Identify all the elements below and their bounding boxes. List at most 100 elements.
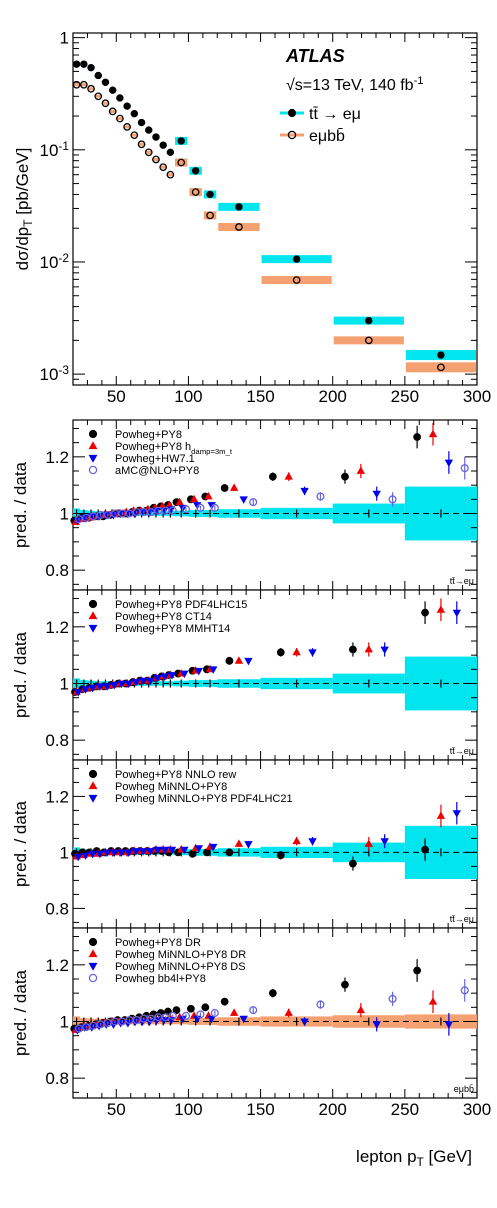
data-point: [194, 667, 204, 676]
y-tick-label: 1: [60, 505, 69, 524]
data-point: [108, 86, 117, 94]
data-point: [437, 351, 445, 359]
data-point: [292, 647, 301, 656]
data-point: [234, 839, 244, 847]
data-point: [95, 683, 105, 691]
data-point: [229, 1008, 239, 1016]
data-point: [276, 851, 285, 860]
data-point: [175, 497, 184, 506]
data-point: [108, 107, 117, 116]
data-point: [94, 92, 103, 101]
data-point: [284, 472, 293, 480]
bin-band: [333, 336, 404, 345]
data-point: [138, 848, 148, 856]
data-point: [73, 689, 83, 697]
bin-band: [203, 211, 217, 220]
data-point: [235, 223, 243, 231]
legend-marker: [88, 454, 98, 463]
data-point: [103, 1018, 112, 1027]
data-point: [196, 1010, 205, 1019]
data-point: [356, 466, 366, 474]
data-point: [116, 94, 124, 102]
data-point: [276, 648, 285, 657]
data-point: [452, 609, 461, 618]
data-point: [87, 84, 95, 93]
y-tick-label: 1: [60, 843, 69, 862]
data-point: [82, 513, 91, 522]
series-2: [73, 601, 461, 697]
data-point: [81, 852, 90, 860]
data-point: [177, 158, 186, 167]
data-point: [349, 859, 357, 868]
data-point: [116, 114, 124, 123]
data-point: [235, 203, 243, 211]
data-point: [180, 846, 189, 855]
data-point: [89, 512, 98, 521]
y-tick-label: 1.2: [45, 956, 69, 975]
y-axis-label: dσ/dpT [pb/GeV]: [13, 148, 35, 271]
legend-entry: Powheg+PY8 MMHT14: [115, 623, 230, 635]
data-point: [349, 645, 357, 654]
y-tick-label: 0.8: [45, 561, 69, 580]
data-point: [308, 649, 317, 657]
data-point: [117, 849, 126, 857]
data-point: [168, 1011, 177, 1020]
data-point: [167, 672, 177, 680]
legend-entry: Powheg MiNNLO+PY8 PDF4LHC21: [115, 793, 293, 805]
legend-marker: [88, 611, 98, 620]
y-tick-label: 10-1: [40, 139, 70, 160]
data-point: [428, 429, 438, 438]
data-point: [444, 459, 454, 468]
y-tick-label: 10-3: [40, 363, 70, 384]
legend-marker: [88, 429, 98, 439]
y-tick-label: 0.8: [45, 731, 69, 750]
data-point: [146, 848, 155, 856]
data-point: [249, 498, 258, 507]
data-point: [201, 1003, 210, 1012]
data-point: [87, 63, 95, 72]
data-point: [436, 605, 446, 613]
data-point: [96, 1020, 105, 1029]
data-point: [80, 60, 88, 68]
plot-frame: [72, 32, 478, 386]
legend-marker: [287, 130, 297, 140]
x-tick-label: 200: [319, 387, 347, 406]
data-point: [166, 506, 176, 514]
data-point: [229, 483, 239, 491]
data-point: [209, 666, 218, 674]
x-tick-label: 300: [463, 1100, 491, 1119]
data-point: [177, 137, 185, 145]
y-tick-label: 10-2: [40, 251, 70, 272]
data-point: [130, 131, 139, 140]
legend-marker: [88, 769, 98, 779]
data-point: [300, 1018, 309, 1027]
data-point: [131, 848, 141, 856]
x-tick-label: 50: [107, 1100, 126, 1119]
data-point: [159, 141, 167, 149]
y-tick-label: 1.2: [45, 448, 69, 467]
data-point: [161, 1013, 170, 1022]
bin-band: [189, 188, 202, 197]
data-point: [123, 123, 131, 131]
data-point: [152, 155, 160, 164]
data-point: [341, 472, 349, 481]
y-tick-label: 1: [60, 1013, 69, 1032]
data-point: [364, 336, 373, 345]
data-point: [452, 810, 461, 818]
data-point: [102, 683, 112, 691]
bin-band: [175, 158, 188, 167]
y-tick-label: 1: [60, 29, 69, 48]
data-point: [168, 506, 177, 515]
legend-entry: Powheg MiNNLO+PY8 DS: [115, 961, 246, 973]
data-point: [239, 1015, 248, 1024]
data-point: [152, 133, 160, 141]
series-2: [73, 802, 461, 862]
data-point: [88, 684, 97, 693]
data-point: [137, 140, 146, 149]
legend-entry: Powheg+PY8 CT14: [115, 611, 212, 623]
data-point: [292, 255, 301, 263]
x-axis-label: lepton pT [GeV]: [356, 1147, 472, 1169]
y-axis-label: pred. / data: [11, 461, 30, 548]
data-point: [316, 492, 325, 501]
